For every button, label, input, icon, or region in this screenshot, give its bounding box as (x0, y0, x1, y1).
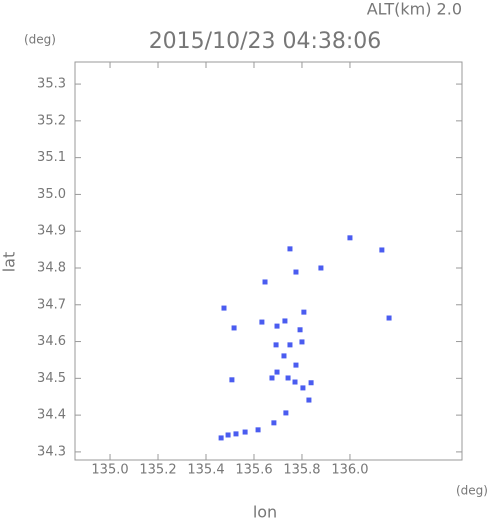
echo-point (233, 431, 239, 437)
echo-point (308, 380, 314, 386)
echo-point (386, 315, 392, 321)
echo-point (281, 353, 287, 359)
echo-point (287, 246, 293, 252)
echo-point (299, 339, 305, 345)
echo-point (269, 375, 275, 381)
echo-point (292, 379, 298, 385)
echo-point (271, 420, 277, 426)
y-tick-label: 35.2 (37, 113, 66, 128)
plot-frame (74, 61, 463, 461)
echo-point (262, 279, 268, 285)
echo-point (318, 265, 324, 271)
y-axis-label: lat (0, 252, 19, 273)
echo-point (306, 397, 312, 403)
y-tick-label: 34.5 (37, 371, 66, 386)
echo-point (297, 327, 303, 333)
x-tick-label: 135.4 (187, 463, 224, 478)
x-axis-label: lon (253, 503, 277, 521)
echo-point (287, 342, 293, 348)
echo-point (229, 377, 235, 383)
x-unit: (deg) (456, 484, 488, 498)
y-tick-label: 34.6 (37, 334, 66, 349)
echo-point (282, 318, 288, 324)
echo-point (225, 432, 231, 438)
y-tick-label: 34.7 (37, 297, 66, 312)
y-tick-label: 34.3 (37, 444, 66, 459)
x-tick-label: 135.6 (235, 463, 272, 478)
y-tick-label: 34.9 (37, 224, 66, 239)
y-tick-label: 34.8 (37, 260, 66, 275)
x-tick-label: 135.8 (283, 463, 320, 478)
echo-point (300, 385, 306, 391)
echo-point (242, 429, 248, 435)
echo-point (379, 247, 385, 253)
y-tick-label: 35.1 (37, 150, 66, 165)
y-tick-label: 35.3 (37, 77, 66, 92)
echo-point (301, 309, 307, 315)
echo-point (347, 235, 353, 241)
x-tick-label: 135.2 (139, 463, 176, 478)
altitude-label: ALT(km) 2.0 (367, 0, 462, 19)
echo-point (285, 375, 291, 381)
echo-point (221, 305, 227, 311)
chart-title: 2015/10/23 04:38:06 (149, 29, 382, 54)
echo-point (218, 435, 224, 441)
echo-point (274, 323, 280, 329)
echo-point (293, 362, 299, 368)
echo-point (274, 369, 280, 375)
y-tick-label: 35.0 (37, 187, 66, 202)
echo-point (273, 342, 279, 348)
echo-point (283, 410, 289, 416)
y-tick-label: 34.4 (37, 408, 66, 423)
echo-point (259, 319, 265, 325)
echo-point (293, 269, 299, 275)
x-tick-label: 136.0 (331, 463, 368, 478)
echo-point (231, 325, 237, 331)
echo-point (255, 427, 261, 433)
x-tick-label: 135.0 (91, 463, 128, 478)
y-unit: (deg) (24, 33, 56, 47)
